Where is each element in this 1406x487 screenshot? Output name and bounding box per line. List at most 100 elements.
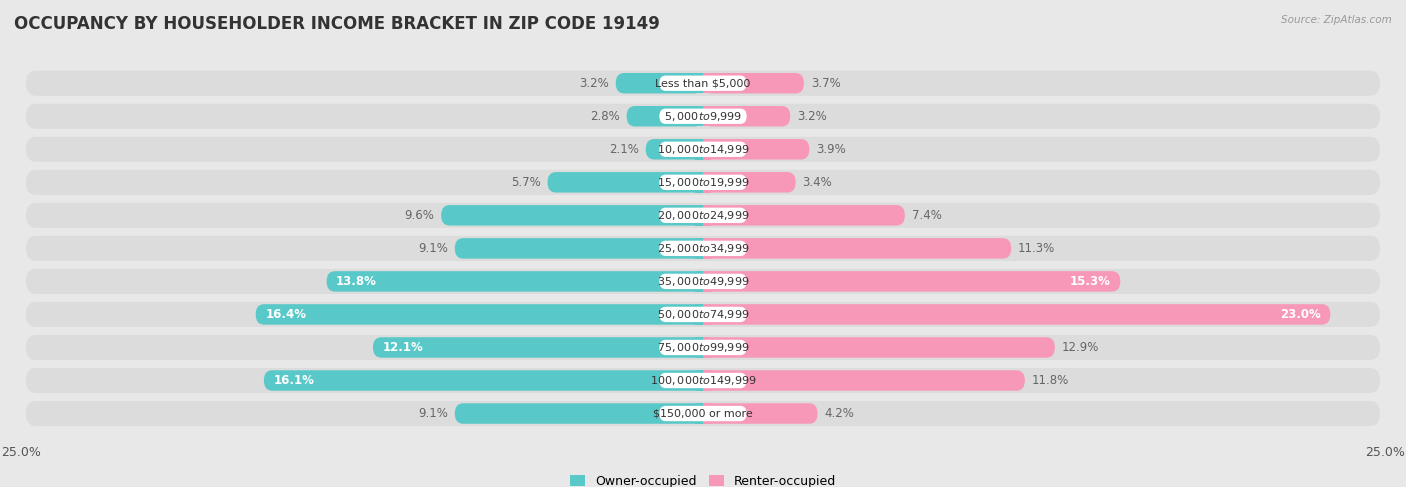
Bar bbox=[703, 271, 711, 292]
Text: 5.7%: 5.7% bbox=[510, 176, 541, 189]
Bar bbox=[703, 238, 711, 259]
FancyBboxPatch shape bbox=[627, 106, 703, 127]
Bar bbox=[695, 304, 703, 325]
FancyBboxPatch shape bbox=[659, 340, 747, 355]
Text: 16.4%: 16.4% bbox=[266, 308, 307, 321]
Bar bbox=[703, 403, 711, 424]
FancyBboxPatch shape bbox=[659, 307, 747, 322]
Text: $20,000 to $24,999: $20,000 to $24,999 bbox=[657, 209, 749, 222]
Text: 2.1%: 2.1% bbox=[609, 143, 638, 156]
Text: $75,000 to $99,999: $75,000 to $99,999 bbox=[657, 341, 749, 354]
FancyBboxPatch shape bbox=[703, 205, 905, 225]
FancyBboxPatch shape bbox=[454, 403, 703, 424]
Text: 16.1%: 16.1% bbox=[273, 374, 315, 387]
FancyBboxPatch shape bbox=[703, 238, 1011, 259]
FancyBboxPatch shape bbox=[659, 175, 747, 190]
FancyBboxPatch shape bbox=[703, 139, 810, 160]
FancyBboxPatch shape bbox=[25, 104, 1381, 129]
FancyBboxPatch shape bbox=[659, 75, 747, 91]
Text: 11.3%: 11.3% bbox=[1018, 242, 1056, 255]
Text: $25,000 to $34,999: $25,000 to $34,999 bbox=[657, 242, 749, 255]
Text: 11.8%: 11.8% bbox=[1032, 374, 1069, 387]
FancyBboxPatch shape bbox=[659, 406, 747, 421]
FancyBboxPatch shape bbox=[326, 271, 703, 292]
Bar bbox=[695, 337, 703, 358]
Bar bbox=[695, 238, 703, 259]
Text: Source: ZipAtlas.com: Source: ZipAtlas.com bbox=[1281, 15, 1392, 25]
Text: $35,000 to $49,999: $35,000 to $49,999 bbox=[657, 275, 749, 288]
FancyBboxPatch shape bbox=[659, 241, 747, 256]
FancyBboxPatch shape bbox=[659, 274, 747, 289]
Bar bbox=[703, 139, 711, 160]
Text: 23.0%: 23.0% bbox=[1279, 308, 1320, 321]
FancyBboxPatch shape bbox=[703, 370, 1025, 391]
FancyBboxPatch shape bbox=[25, 302, 1381, 327]
Bar bbox=[703, 172, 711, 192]
Text: 3.2%: 3.2% bbox=[579, 77, 609, 90]
FancyBboxPatch shape bbox=[703, 172, 796, 192]
Text: 15.3%: 15.3% bbox=[1070, 275, 1111, 288]
FancyBboxPatch shape bbox=[25, 137, 1381, 162]
FancyBboxPatch shape bbox=[25, 236, 1381, 261]
FancyBboxPatch shape bbox=[547, 172, 703, 192]
FancyBboxPatch shape bbox=[659, 142, 747, 157]
Text: 2.8%: 2.8% bbox=[591, 110, 620, 123]
FancyBboxPatch shape bbox=[645, 139, 703, 160]
FancyBboxPatch shape bbox=[25, 203, 1381, 228]
FancyBboxPatch shape bbox=[441, 205, 703, 225]
Text: 9.1%: 9.1% bbox=[418, 242, 449, 255]
Bar bbox=[703, 370, 711, 391]
Text: 12.9%: 12.9% bbox=[1062, 341, 1099, 354]
FancyBboxPatch shape bbox=[703, 106, 790, 127]
Bar bbox=[695, 172, 703, 192]
Text: 3.2%: 3.2% bbox=[797, 110, 827, 123]
Text: $10,000 to $14,999: $10,000 to $14,999 bbox=[657, 143, 749, 156]
Text: $100,000 to $149,999: $100,000 to $149,999 bbox=[650, 374, 756, 387]
FancyBboxPatch shape bbox=[25, 335, 1381, 360]
Bar bbox=[703, 73, 711, 94]
Bar bbox=[695, 73, 703, 94]
Text: 7.4%: 7.4% bbox=[911, 209, 942, 222]
Legend: Owner-occupied, Renter-occupied: Owner-occupied, Renter-occupied bbox=[565, 470, 841, 487]
FancyBboxPatch shape bbox=[25, 71, 1381, 96]
FancyBboxPatch shape bbox=[659, 109, 747, 124]
Bar bbox=[695, 205, 703, 225]
Bar bbox=[695, 106, 703, 127]
FancyBboxPatch shape bbox=[659, 373, 747, 388]
Text: 3.7%: 3.7% bbox=[811, 77, 841, 90]
FancyBboxPatch shape bbox=[703, 271, 1121, 292]
FancyBboxPatch shape bbox=[256, 304, 703, 325]
Bar bbox=[695, 370, 703, 391]
Text: $5,000 to $9,999: $5,000 to $9,999 bbox=[664, 110, 742, 123]
Text: $50,000 to $74,999: $50,000 to $74,999 bbox=[657, 308, 749, 321]
FancyBboxPatch shape bbox=[454, 238, 703, 259]
Bar bbox=[703, 205, 711, 225]
FancyBboxPatch shape bbox=[703, 403, 817, 424]
Text: 9.6%: 9.6% bbox=[405, 209, 434, 222]
Bar bbox=[695, 139, 703, 160]
Text: 3.9%: 3.9% bbox=[817, 143, 846, 156]
Text: 9.1%: 9.1% bbox=[418, 407, 449, 420]
Text: 12.1%: 12.1% bbox=[382, 341, 423, 354]
FancyBboxPatch shape bbox=[703, 337, 1054, 358]
FancyBboxPatch shape bbox=[703, 304, 1330, 325]
Bar bbox=[695, 271, 703, 292]
Text: OCCUPANCY BY HOUSEHOLDER INCOME BRACKET IN ZIP CODE 19149: OCCUPANCY BY HOUSEHOLDER INCOME BRACKET … bbox=[14, 15, 659, 33]
Text: $15,000 to $19,999: $15,000 to $19,999 bbox=[657, 176, 749, 189]
FancyBboxPatch shape bbox=[659, 207, 747, 223]
FancyBboxPatch shape bbox=[25, 170, 1381, 195]
Bar bbox=[695, 403, 703, 424]
FancyBboxPatch shape bbox=[25, 401, 1381, 426]
FancyBboxPatch shape bbox=[703, 73, 804, 94]
FancyBboxPatch shape bbox=[616, 73, 703, 94]
Text: Less than $5,000: Less than $5,000 bbox=[655, 78, 751, 88]
Bar bbox=[703, 337, 711, 358]
FancyBboxPatch shape bbox=[373, 337, 703, 358]
Bar bbox=[703, 304, 711, 325]
FancyBboxPatch shape bbox=[25, 269, 1381, 294]
FancyBboxPatch shape bbox=[264, 370, 703, 391]
Text: $150,000 or more: $150,000 or more bbox=[654, 409, 752, 418]
Bar bbox=[703, 106, 711, 127]
Text: 4.2%: 4.2% bbox=[824, 407, 855, 420]
FancyBboxPatch shape bbox=[25, 368, 1381, 393]
